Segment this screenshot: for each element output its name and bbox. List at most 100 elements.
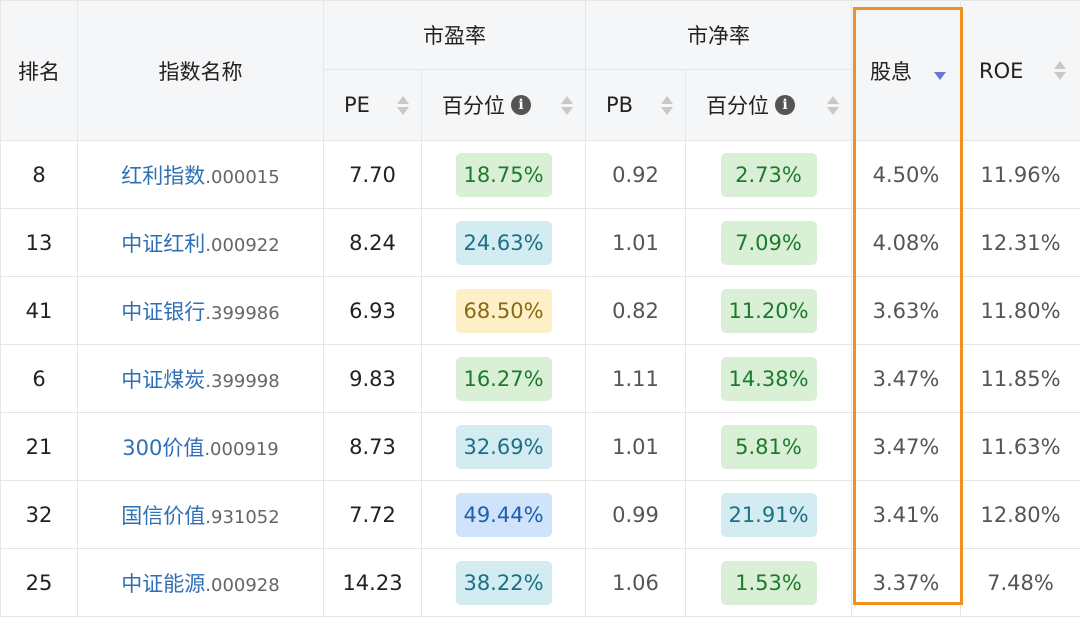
- dividend-cell: 3.37%: [852, 549, 961, 617]
- pb-percentile-cell: 21.91%: [686, 481, 852, 549]
- pe-percentile-cell: 18.75%: [422, 141, 586, 209]
- index-code: .399998: [205, 371, 279, 392]
- pb-cell: 1.01: [586, 209, 686, 277]
- pb-percentile-cell: 1.53%: [686, 549, 852, 617]
- pb-percentile-header[interactable]: 百分位 i: [686, 70, 852, 141]
- dividend-cell: 3.41%: [852, 481, 961, 549]
- pb-cell: 1.06: [586, 549, 686, 617]
- pe-header[interactable]: PE: [324, 70, 422, 141]
- pe-cell: 8.73: [324, 413, 422, 481]
- pb-percentile-badge: 11.20%: [721, 289, 817, 333]
- sort-icon[interactable]: [397, 96, 409, 115]
- roe-header-label: ROE: [979, 59, 1023, 83]
- index-code: .399986: [205, 303, 279, 324]
- roe-cell: 11.85%: [961, 345, 1080, 413]
- index-name-cell[interactable]: 300价值.000919: [78, 413, 324, 481]
- rank-cell: 13: [1, 209, 78, 277]
- index-name-link[interactable]: 中证煤炭: [121, 368, 205, 392]
- dividend-cell: 3.63%: [852, 277, 961, 345]
- pb-header[interactable]: PB: [586, 70, 686, 141]
- roe-cell: 12.31%: [961, 209, 1080, 277]
- pe-percentile-badge: 32.69%: [456, 425, 552, 469]
- pe-cell: 9.83: [324, 345, 422, 413]
- index-name-cell[interactable]: 中证煤炭.399998: [78, 345, 324, 413]
- roe-cell: 11.80%: [961, 277, 1080, 345]
- pe-percentile-badge: 38.22%: [456, 561, 552, 605]
- pe-percentile-badge: 18.75%: [456, 153, 552, 197]
- pb-percentile-cell: 11.20%: [686, 277, 852, 345]
- dividend-cell: 4.50%: [852, 141, 961, 209]
- pb-cell: 0.82: [586, 277, 686, 345]
- pb-group-header: 市净率: [586, 1, 852, 70]
- dividend-header[interactable]: 股息: [852, 1, 961, 141]
- pe-percentile-cell: 49.44%: [422, 481, 586, 549]
- index-name-link[interactable]: 中证银行: [121, 300, 205, 324]
- pe-percentile-badge: 68.50%: [456, 289, 552, 333]
- index-name-link[interactable]: 300价值: [122, 436, 204, 460]
- index-name-cell[interactable]: 国信价值.931052: [78, 481, 324, 549]
- index-name-link[interactable]: 国信价值: [121, 504, 205, 528]
- info-icon[interactable]: i: [775, 95, 795, 115]
- pe-percentile-label: 百分位: [442, 90, 505, 120]
- pb-percentile-cell: 5.81%: [686, 413, 852, 481]
- sort-icon[interactable]: [661, 96, 673, 115]
- index-name-cell[interactable]: 中证银行.399986: [78, 277, 324, 345]
- pb-cell: 0.92: [586, 141, 686, 209]
- pe-percentile-header[interactable]: 百分位 i: [422, 70, 586, 141]
- pe-percentile-badge: 49.44%: [456, 493, 552, 537]
- pb-percentile-cell: 14.38%: [686, 345, 852, 413]
- index-code: .000919: [204, 439, 278, 460]
- pb-percentile-label: 百分位: [706, 90, 769, 120]
- pe-percentile-cell: 38.22%: [422, 549, 586, 617]
- info-icon[interactable]: i: [511, 95, 531, 115]
- pe-header-label: PE: [344, 93, 370, 117]
- pb-percentile-badge: 14.38%: [721, 357, 817, 401]
- pe-percentile-cell: 32.69%: [422, 413, 586, 481]
- pe-cell: 7.72: [324, 481, 422, 549]
- pe-percentile-badge: 24.63%: [456, 221, 552, 265]
- index-name-cell[interactable]: 中证能源.000928: [78, 549, 324, 617]
- sort-icon[interactable]: [827, 96, 839, 115]
- dividend-cell: 3.47%: [852, 345, 961, 413]
- rank-cell: 25: [1, 549, 78, 617]
- rank-cell: 6: [1, 345, 78, 413]
- index-name-link[interactable]: 中证能源: [121, 572, 205, 596]
- pe-cell: 7.70: [324, 141, 422, 209]
- pb-percentile-badge: 21.91%: [721, 493, 817, 537]
- roe-cell: 11.96%: [961, 141, 1080, 209]
- roe-cell: 7.48%: [961, 549, 1080, 617]
- rank-cell: 32: [1, 481, 78, 549]
- roe-header[interactable]: ROE: [961, 1, 1080, 141]
- index-code: .000928: [205, 575, 279, 596]
- index-code: .000015: [205, 167, 279, 188]
- index-name-cell[interactable]: 中证红利.000922: [78, 209, 324, 277]
- dividend-header-label: 股息: [870, 56, 912, 86]
- pe-percentile-cell: 16.27%: [422, 345, 586, 413]
- roe-cell: 11.63%: [961, 413, 1080, 481]
- pb-cell: 0.99: [586, 481, 686, 549]
- index-name-link[interactable]: 红利指数: [121, 164, 205, 188]
- sort-icon[interactable]: [1054, 61, 1066, 80]
- pb-percentile-badge: 7.09%: [721, 221, 817, 265]
- pe-percentile-cell: 24.63%: [422, 209, 586, 277]
- sort-icon[interactable]: [561, 96, 573, 115]
- index-name-link[interactable]: 中证红利: [121, 232, 205, 256]
- pb-cell: 1.01: [586, 413, 686, 481]
- pe-percentile-badge: 16.27%: [456, 357, 552, 401]
- pb-percentile-cell: 2.73%: [686, 141, 852, 209]
- index-name-cell[interactable]: 红利指数.000015: [78, 141, 324, 209]
- index-code: .931052: [205, 507, 279, 528]
- pe-percentile-cell: 68.50%: [422, 277, 586, 345]
- rank-cell: 41: [1, 277, 78, 345]
- pb-header-label: PB: [606, 93, 633, 117]
- sort-desc-icon[interactable]: [934, 61, 946, 80]
- pe-group-header: 市盈率: [324, 1, 586, 70]
